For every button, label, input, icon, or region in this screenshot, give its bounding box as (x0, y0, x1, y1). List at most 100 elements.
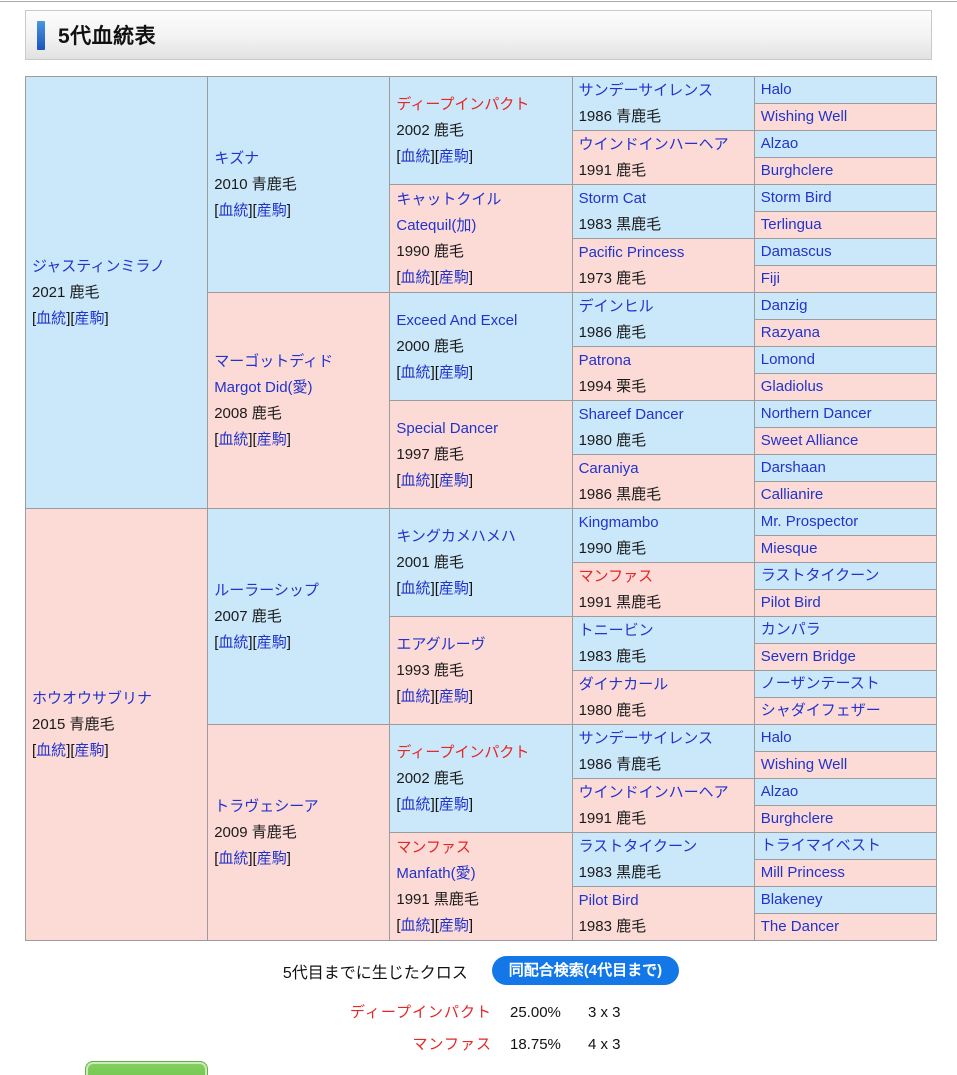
horse-subname-link[interactable]: Catequil(加) (396, 216, 477, 234)
horse-name-link[interactable]: ラストタイクーン (578, 837, 698, 855)
horse-name-link[interactable]: Patrona (578, 351, 632, 369)
horse-name-link[interactable]: Pilot Bird (578, 891, 639, 909)
horse-name-link[interactable]: Alzao (760, 783, 799, 800)
horse-name-link[interactable]: Pacific Princess (578, 243, 685, 261)
offspring-link[interactable]: 産駒 (438, 471, 469, 489)
horse-name-link[interactable]: トラヴェシーア (214, 797, 319, 815)
horse-name-link[interactable]: キズナ (214, 149, 260, 167)
same-mating-search-button[interactable]: 同配合検索(4代目まで) (491, 956, 680, 985)
horse-name-link[interactable]: Miesque (760, 540, 818, 557)
blood-link[interactable]: 血統 (400, 147, 431, 165)
horse-name-link[interactable]: マーゴットディド (214, 352, 334, 370)
horse-name-link[interactable]: ジャスティンミラノ (32, 257, 166, 275)
horse-name-link[interactable]: Alzao (760, 135, 799, 152)
bracket: [ (214, 633, 219, 651)
horse-name-link[interactable]: サンデーサイレンス (578, 81, 713, 99)
horse-name-link[interactable]: Terlingua (760, 216, 822, 233)
horse-name-link[interactable]: ウインドインハーヘア (578, 783, 729, 801)
horse-year-coat: 1980 鹿毛 (578, 701, 647, 719)
blood-link[interactable]: 血統 (400, 795, 431, 813)
horse-name-link[interactable]: エアグルーヴ (396, 635, 486, 653)
horse-name-link[interactable]: ノーザンテースト (760, 675, 880, 692)
offspring-link[interactable]: 産駒 (74, 309, 105, 327)
horse-name-link[interactable]: Damascus (760, 243, 832, 260)
horse-name-link[interactable]: ルーラーシップ (214, 581, 319, 599)
blood-link[interactable]: 血統 (400, 363, 431, 381)
horse-name-link[interactable]: マンファス (396, 838, 471, 856)
offspring-link[interactable]: 産駒 (256, 849, 287, 867)
horse-name-link[interactable]: Lomond (760, 351, 815, 368)
horse-name-link[interactable]: Kingmambo (578, 513, 659, 531)
offspring-link[interactable]: 産駒 (438, 147, 469, 165)
offspring-link[interactable]: 産駒 (438, 687, 469, 705)
offspring-link[interactable]: 産駒 (256, 430, 287, 448)
horse-name-link[interactable]: デインヒル (578, 297, 654, 315)
blood-link[interactable]: 血統 (400, 579, 431, 597)
horse-name-link[interactable]: ダイナカール (578, 675, 669, 693)
blood-link[interactable]: 血統 (400, 268, 431, 286)
horse-name-link[interactable]: The Dancer (760, 918, 840, 935)
horse-name-link[interactable]: Burghclere (760, 162, 834, 179)
horse-name-link[interactable]: キャットクイル (396, 190, 502, 208)
horse-name-link[interactable]: Wishing Well (760, 108, 848, 125)
blood-link[interactable]: 血統 (400, 687, 431, 705)
horse-name-link[interactable]: Mill Princess (760, 864, 845, 881)
offspring-link[interactable]: 産駒 (74, 741, 105, 759)
horse-name-link[interactable]: Gladiolus (760, 378, 824, 395)
horse-name-link[interactable]: Special Dancer (396, 419, 499, 437)
horse-name-link[interactable]: Severn Bridge (760, 648, 856, 665)
horse-name-link[interactable]: Callianire (760, 486, 824, 503)
blood-link[interactable]: 血統 (36, 741, 67, 759)
horse-name-link[interactable]: Wishing Well (760, 756, 848, 773)
green-button[interactable] (85, 1061, 208, 1075)
horse-name-link[interactable]: Mr. Prospector (760, 513, 859, 530)
horse-name-link[interactable]: マンファス (578, 567, 654, 585)
horse-name-link[interactable]: Darshaan (760, 459, 826, 476)
horse-name-link[interactable]: Storm Cat (578, 189, 647, 207)
horse-name-link[interactable]: Burghclere (760, 810, 834, 827)
offspring-link[interactable]: 産駒 (256, 201, 287, 219)
horse-name-link[interactable]: キングカメハメハ (396, 527, 516, 545)
horse-name-link[interactable]: シャダイフェザー (760, 702, 881, 719)
horse-name-link[interactable]: ラストタイクーン (760, 567, 880, 584)
offspring-link[interactable]: 産駒 (438, 916, 469, 934)
blood-link[interactable]: 血統 (218, 201, 249, 219)
horse-name-link[interactable]: Danzig (760, 297, 808, 314)
bracket: ][ (248, 430, 257, 448)
horse-name-link[interactable]: Pilot Bird (760, 594, 821, 611)
offspring-link[interactable]: 産駒 (438, 363, 469, 381)
horse-name-link[interactable]: Caraniya (578, 459, 639, 477)
offspring-link[interactable]: 産駒 (256, 633, 287, 651)
horse-name-link[interactable]: サンデーサイレンス (578, 729, 713, 747)
horse-name-link[interactable]: Exceed And Excel (396, 311, 518, 329)
horse-name-link[interactable]: Shareef Dancer (578, 405, 684, 423)
horse-name-link[interactable]: トニービン (578, 621, 654, 639)
horse-name-link[interactable]: Storm Bird (760, 189, 832, 206)
blood-link[interactable]: 血統 (218, 430, 249, 448)
pedigree-page: 5代血統表 ジャスティンミラノ 2021 鹿毛 [血統][産駒] キズナ 2010 青鹿… (24, 10, 938, 1068)
horse-subname-link[interactable]: Manfath(愛) (396, 864, 476, 882)
horse-name-link[interactable]: カンパラ (760, 621, 821, 638)
horse-name-link[interactable]: ディープインパクト (396, 743, 530, 761)
offspring-link[interactable]: 産駒 (438, 795, 469, 813)
blood-link[interactable]: 血統 (400, 916, 431, 934)
blood-link[interactable]: 血統 (218, 633, 249, 651)
horse-name-link[interactable]: Razyana (760, 324, 820, 341)
horse-name-link[interactable]: Blakeney (760, 891, 823, 908)
horse-name-link[interactable]: Northern Dancer (760, 405, 872, 422)
horse-name-link[interactable]: ウインドインハーヘア (578, 135, 729, 153)
horse-name-link[interactable]: トライマイベスト (760, 837, 882, 854)
horse-name-link[interactable]: Sweet Alliance (760, 432, 859, 449)
blood-link[interactable]: 血統 (36, 309, 67, 327)
offspring-link[interactable]: 産駒 (438, 268, 469, 286)
horse-name-link[interactable]: Halo (760, 81, 792, 98)
horse-name-link[interactable]: Fiji (760, 270, 780, 287)
horse-name-link[interactable]: ディープインパクト (396, 95, 530, 113)
horse-subname-link[interactable]: Margot Did(愛) (214, 378, 313, 396)
blood-link[interactable]: 血統 (400, 471, 431, 489)
offspring-link[interactable]: 産駒 (438, 579, 469, 597)
horse-name-link[interactable]: Halo (760, 729, 792, 746)
blood-link[interactable]: 血統 (218, 849, 249, 867)
horse-name-link[interactable]: ホウオウサブリナ (32, 689, 153, 707)
horse-year-coat: 2002 鹿毛 (396, 769, 464, 787)
